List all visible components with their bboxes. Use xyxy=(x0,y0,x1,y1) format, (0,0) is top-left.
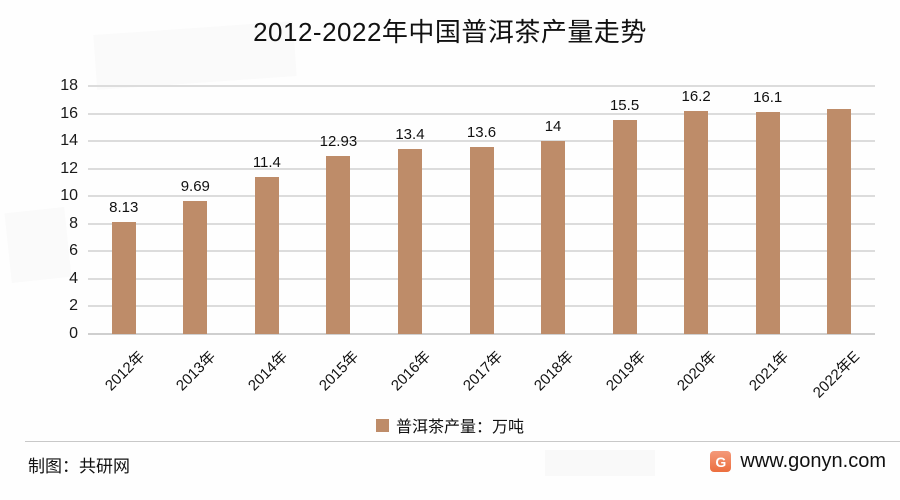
watermark xyxy=(545,450,655,476)
x-tick-label: 2022年E xyxy=(810,348,864,402)
gridline-14 xyxy=(88,140,875,143)
footer-divider xyxy=(25,441,900,442)
x-tick-label: 2019年 xyxy=(602,348,649,395)
bar-2021年 xyxy=(755,112,780,334)
y-tick-label: 14 xyxy=(60,132,78,150)
x-tick-label: 2016年 xyxy=(387,348,435,395)
bar-value-label: 13.4 xyxy=(395,126,425,144)
bar-2020年 xyxy=(684,110,709,334)
bar-value-label: 8.13 xyxy=(109,199,139,216)
gridline-0 xyxy=(88,333,875,335)
site-branding: G www.gonyn.com xyxy=(710,450,886,473)
x-tick-label: 2018年 xyxy=(530,348,578,395)
bar-2015年 xyxy=(326,155,351,334)
x-tick-label: 2021年 xyxy=(745,348,792,395)
y-tick-label: 8 xyxy=(69,214,78,232)
x-tick-label: 2012年 xyxy=(101,348,148,395)
bar-2016年 xyxy=(397,149,422,334)
x-tick-label: 2014年 xyxy=(244,348,292,395)
y-tick-label: 6 xyxy=(69,242,78,260)
gonyn-logo-icon: G xyxy=(710,451,732,472)
bar-2013年 xyxy=(183,200,208,334)
x-tick-label: 2013年 xyxy=(173,348,220,395)
legend: 普洱茶产量：万吨 xyxy=(0,413,900,437)
bar-2019年 xyxy=(612,120,637,334)
bar-2018年 xyxy=(541,141,566,334)
y-tick-label: 16 xyxy=(60,104,78,122)
y-tick-label: 2 xyxy=(69,297,78,315)
bar-value-label: 12.93 xyxy=(319,132,358,150)
bar-2012年 xyxy=(111,222,136,334)
bar-value-label: 9.69 xyxy=(180,177,210,195)
bar-value-label: 16.1 xyxy=(753,89,783,107)
plot-area: 8.13 9.69 11.4 12.93 13.4 13.6 14 15.5 16.2 16.1 xyxy=(88,85,875,335)
bar-value-label: 15.5 xyxy=(609,97,640,115)
bar-2022年E xyxy=(827,109,852,334)
x-tick-label: 2017年 xyxy=(459,348,506,395)
y-tick-label: 4 xyxy=(69,269,78,287)
gridline-16 xyxy=(88,112,875,115)
y-tick-label: 10 xyxy=(60,187,78,205)
gridline-18 xyxy=(88,85,875,87)
x-tick-label: 2015年 xyxy=(316,348,363,395)
bar-value-label: 16.2 xyxy=(681,87,711,105)
y-tick-label: 12 xyxy=(60,159,78,177)
chart-title: 2012-2022年中国普洱茶产量走势 xyxy=(253,17,647,47)
legend-label: 普洱茶产量：万吨 xyxy=(395,419,524,436)
x-tick-label: 2020年 xyxy=(674,348,721,395)
bar-2017年 xyxy=(469,146,494,334)
bar-value-label: 13.6 xyxy=(466,123,497,141)
bar-value-label: 11.4 xyxy=(252,153,281,171)
y-tick-label: 18 xyxy=(60,77,78,94)
y-tick-label: 0 xyxy=(69,325,78,342)
bar-2014年 xyxy=(254,176,279,334)
site-url: www.gonyn.com xyxy=(740,450,886,472)
legend-swatch-icon xyxy=(375,418,389,432)
credit-text: 制图：共研网 xyxy=(28,457,130,476)
bar-value-label: 14 xyxy=(544,118,562,136)
